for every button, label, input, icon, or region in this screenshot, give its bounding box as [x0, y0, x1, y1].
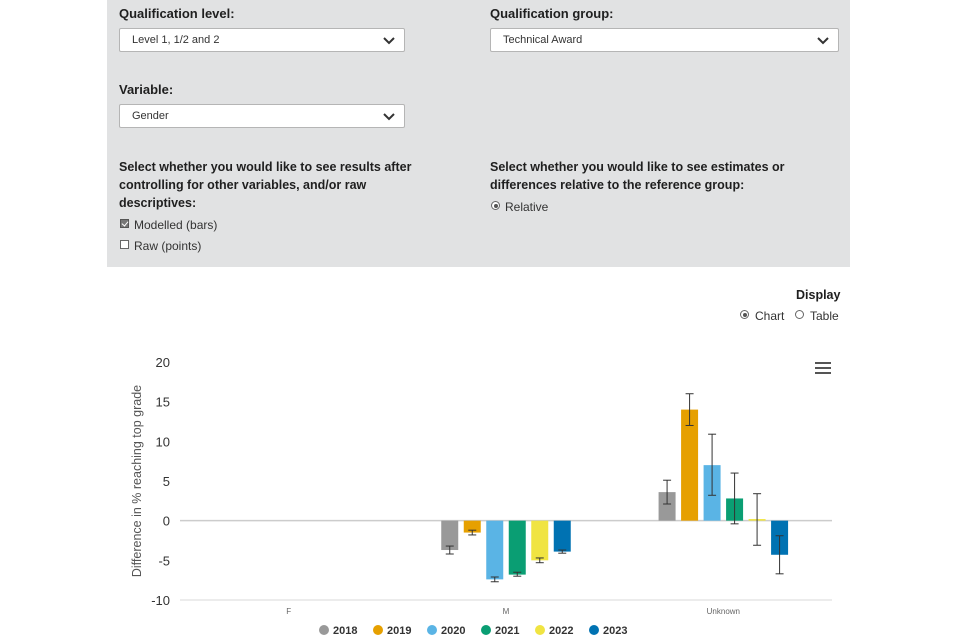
x-tick-label: M [503, 607, 510, 616]
relative-radio[interactable] [491, 201, 500, 210]
legend-marker-2023 [589, 625, 599, 635]
results-prompt-line-3: descriptives: [119, 196, 197, 210]
legend-marker-2018 [319, 625, 329, 635]
legend-marker-2021 [481, 625, 491, 635]
bar-chart: -10 -5 0 5 10 15 20 Difference in % reaching to… [130, 355, 832, 637]
bar-2022-M [531, 520, 549, 561]
qualification-group-value: Technical Award [503, 34, 583, 46]
modelled-checkbox[interactable] [120, 219, 129, 228]
legend-label-2021: 2021 [495, 625, 519, 637]
bar-2018-M [441, 520, 459, 551]
x-tick-label: F [286, 607, 291, 616]
qualification-group-select[interactable]: Technical Award [490, 28, 839, 52]
display-chart-radio[interactable] [740, 310, 749, 319]
y-tick-label: 5 [163, 474, 170, 489]
legend-label-2019: 2019 [387, 625, 411, 637]
qualification-level-value: Level 1, 1/2 and 2 [132, 34, 220, 46]
qualification-level-select[interactable]: Level 1, 1/2 and 2 [119, 28, 405, 52]
display-label: Display [796, 288, 841, 302]
qualification-level-label: Qualification level: [119, 6, 235, 21]
raw-checkbox[interactable] [120, 240, 129, 249]
y-axis-label: Difference in % reaching top grade [130, 385, 144, 577]
display-table-label[interactable]: Table [810, 309, 839, 323]
y-tick-label: -10 [151, 593, 170, 608]
y-tick-label: 20 [156, 355, 170, 370]
results-prompt-line-2: controlling for other variables, and/or … [119, 178, 367, 192]
estimates-prompt-line-2: differences relative to the reference gr… [490, 178, 745, 192]
estimates-prompt-line-1: Select whether you would like to see est… [490, 160, 785, 174]
bar-2020-M [486, 520, 504, 580]
legend-label-2018: 2018 [333, 625, 357, 637]
legend-marker-2022 [535, 625, 545, 635]
results-prompt-line-1: Select whether you would like to see res… [119, 160, 412, 174]
x-tick-label: Unknown [707, 607, 740, 616]
bar-2023-M [553, 520, 571, 552]
chevron-down-icon [383, 113, 395, 121]
chevron-down-icon [817, 37, 829, 45]
y-tick-label: 10 [156, 434, 170, 449]
y-tick-label: 15 [156, 395, 170, 410]
y-tick-label: -5 [158, 553, 170, 568]
legend-label-2022: 2022 [549, 625, 573, 637]
chevron-down-icon [383, 37, 395, 45]
bar-2019-Unknown [681, 409, 699, 521]
modelled-label: Modelled (bars) [134, 218, 218, 232]
variable-label: Variable: [119, 82, 174, 97]
raw-label: Raw (points) [134, 239, 202, 253]
legend-label-2023: 2023 [603, 625, 627, 637]
display-table-radio[interactable] [795, 310, 804, 319]
qualification-group-label: Qualification group: [490, 6, 614, 21]
bar-2018-Unknown [658, 492, 676, 521]
y-tick-label: 0 [163, 514, 170, 529]
bar-2019-M [463, 520, 481, 533]
bar-2021-M [508, 520, 526, 575]
variable-select[interactable]: Gender [119, 104, 405, 128]
legend-marker-2020 [427, 625, 437, 635]
chart-menu-icon[interactable] [815, 362, 831, 376]
variable-value: Gender [132, 110, 169, 122]
legend-label-2020: 2020 [441, 625, 465, 637]
display-chart-label[interactable]: Chart [755, 309, 785, 323]
legend-marker-2019 [373, 625, 383, 635]
relative-label: Relative [505, 200, 549, 214]
